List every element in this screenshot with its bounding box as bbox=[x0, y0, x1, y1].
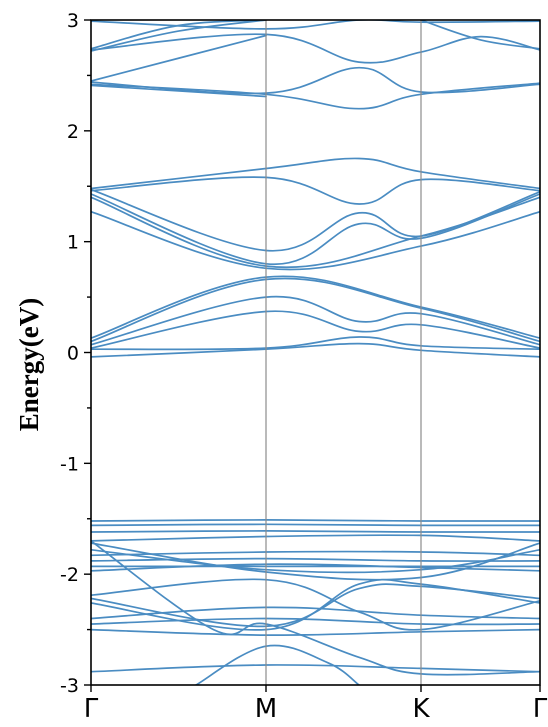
band-line-9 bbox=[91, 157, 540, 190]
kpoint-label-0: Γ bbox=[84, 694, 99, 724]
y-tick-label-4: 1 bbox=[67, 232, 79, 254]
plot-frame bbox=[90, 19, 541, 686]
band-line-15 bbox=[91, 275, 540, 339]
y-tick-label-0: -3 bbox=[60, 675, 79, 697]
band-line-14 bbox=[91, 210, 540, 271]
y-tick-label-1: -2 bbox=[60, 564, 79, 586]
band-line-28 bbox=[91, 557, 540, 562]
band-line-19 bbox=[91, 336, 540, 351]
band-line-6 bbox=[91, 66, 540, 95]
band-line-22 bbox=[91, 523, 540, 527]
band-line-23 bbox=[91, 530, 540, 533]
band-line-4 bbox=[420, 20, 540, 50]
band-line-10 bbox=[91, 176, 540, 205]
band-line-36 bbox=[91, 628, 540, 636]
band-line-3 bbox=[91, 20, 267, 52]
kpoint-label-3: Γ bbox=[533, 694, 548, 724]
band-line-38 bbox=[91, 664, 540, 673]
high-symmetry-lines bbox=[265, 20, 422, 685]
kpoint-label-2: K bbox=[412, 694, 430, 724]
y-tick-label-2: -1 bbox=[60, 453, 79, 475]
band-line-34 bbox=[91, 606, 540, 620]
band-line-39 bbox=[195, 644, 360, 685]
y-tick-label-6: 3 bbox=[67, 10, 79, 32]
band-line-21 bbox=[91, 519, 540, 522]
band-line-5 bbox=[91, 34, 267, 82]
band-line-33 bbox=[91, 578, 540, 631]
band-line-17 bbox=[91, 295, 540, 346]
band-line-0 bbox=[91, 20, 540, 30]
band-lines bbox=[91, 20, 540, 685]
band-line-27 bbox=[91, 550, 540, 557]
kpoint-label-1: M bbox=[255, 694, 277, 724]
y-tick-label-5: 2 bbox=[67, 121, 79, 143]
band-line-30 bbox=[91, 563, 540, 572]
band-line-16 bbox=[91, 277, 540, 343]
band-line-7 bbox=[91, 82, 540, 110]
y-axis-ticks: -3 -2 -1 0 1 2 3 bbox=[60, 10, 91, 697]
band-line-24 bbox=[91, 534, 540, 542]
band-line-20 bbox=[91, 342, 540, 358]
band-line-18 bbox=[91, 310, 540, 349]
band-line-2 bbox=[91, 33, 540, 64]
band-line-13 bbox=[91, 196, 540, 269]
band-line-12 bbox=[91, 193, 540, 266]
y-axis-title: Energy(eV) bbox=[14, 298, 44, 431]
band-line-31 bbox=[91, 578, 540, 631]
band-line-8 bbox=[91, 84, 267, 98]
band-line-25 bbox=[91, 542, 540, 581]
band-line-37 bbox=[91, 540, 540, 676]
band-line-35 bbox=[91, 617, 540, 626]
y-tick-label-3: 0 bbox=[67, 343, 79, 365]
